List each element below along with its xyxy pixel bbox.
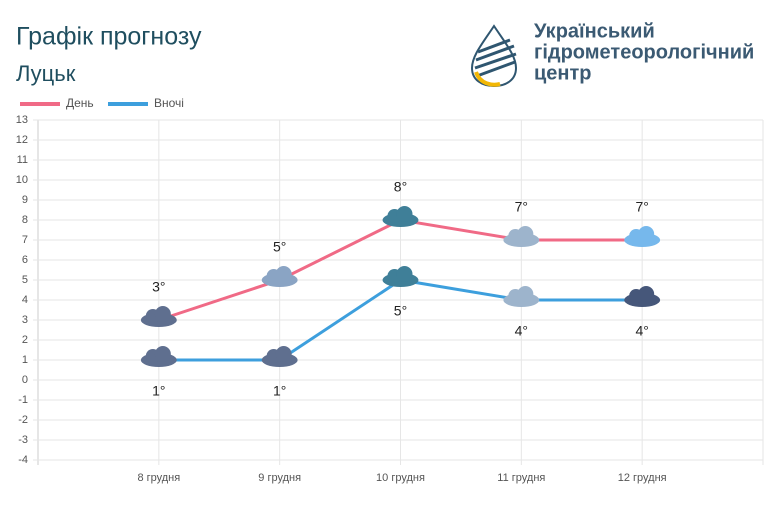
weather-icon: [382, 206, 419, 227]
y-tick-label: -1: [18, 394, 28, 406]
y-tick-label: -3: [18, 434, 28, 446]
logo-text: Український: [534, 20, 655, 42]
x-tick-label: 12 грудня: [618, 472, 667, 484]
value-label: 5°: [394, 303, 407, 319]
chart-title: Графік прогнозу: [16, 23, 202, 51]
value-label: 3°: [152, 279, 165, 295]
logo-text: гідрометеорологічний: [534, 41, 754, 63]
y-tick-label: -4: [18, 454, 28, 466]
chart-subtitle: Луцьк: [16, 61, 76, 86]
cloud: [638, 226, 655, 242]
weather-icon: [503, 226, 540, 247]
value-label: 8°: [394, 179, 407, 195]
y-tick-label: -2: [18, 414, 28, 426]
y-tick-label: 13: [16, 114, 28, 126]
cloud: [154, 306, 171, 322]
weather-icon: [624, 286, 661, 307]
y-tick-label: 6: [22, 254, 28, 266]
y-tick-label: 7: [22, 234, 28, 246]
value-label: 1°: [273, 383, 286, 399]
legend-label: День: [66, 96, 94, 110]
x-tick-label: 9 грудня: [258, 472, 301, 484]
x-tick-label: 10 грудня: [376, 472, 425, 484]
logo-icon: [470, 24, 518, 88]
y-tick-label: 0: [22, 374, 28, 386]
value-label: 1°: [152, 383, 165, 399]
y-tick-label: 9: [22, 194, 28, 206]
y-tick-label: 1: [22, 354, 28, 366]
weather-icon: [624, 226, 661, 247]
value-label: 7°: [515, 199, 528, 215]
y-tick-label: 10: [16, 174, 28, 186]
y-tick-label: 8: [22, 214, 28, 226]
weather-icon: [261, 346, 298, 367]
value-label: 7°: [635, 199, 648, 215]
cloud: [396, 266, 413, 282]
weather-icon: [261, 266, 298, 287]
cloud: [275, 266, 292, 282]
cloud: [517, 226, 534, 242]
value-label: 4°: [635, 323, 648, 339]
cloud: [638, 286, 655, 302]
y-tick-label: 2: [22, 334, 28, 346]
cloud: [396, 206, 413, 222]
y-tick-label: 4: [22, 294, 28, 306]
x-tick-label: 11 грудня: [497, 472, 545, 484]
y-tick-label: 12: [16, 134, 28, 146]
cloud: [154, 346, 171, 362]
weather-icon: [382, 266, 419, 287]
value-label: 5°: [273, 239, 286, 255]
value-label: 4°: [515, 323, 528, 339]
cloud: [517, 286, 534, 302]
legend-label: Вночі: [154, 96, 184, 110]
y-tick-label: 5: [22, 274, 28, 286]
weather-icon: [140, 306, 177, 327]
weather-icon: [140, 346, 177, 367]
cloud: [275, 346, 292, 362]
weather-icon: [503, 286, 540, 307]
x-tick-label: 8 грудня: [137, 472, 180, 484]
logo-text: центр: [534, 62, 592, 84]
y-tick-label: 3: [22, 314, 28, 326]
y-tick-label: 11: [17, 154, 28, 166]
